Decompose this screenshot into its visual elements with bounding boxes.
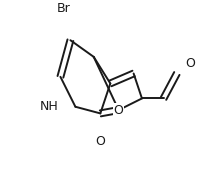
Text: O: O (95, 135, 105, 148)
Text: NH: NH (40, 100, 59, 113)
Text: O: O (114, 104, 123, 117)
Text: Br: Br (57, 2, 71, 15)
Text: O: O (185, 57, 195, 70)
